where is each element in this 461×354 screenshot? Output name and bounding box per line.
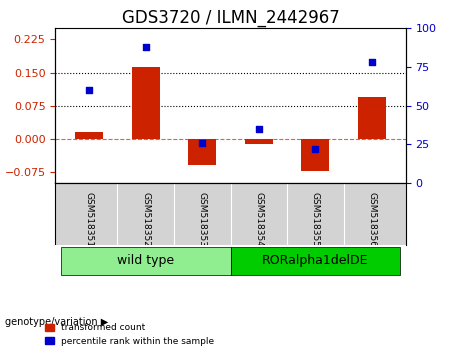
Text: RORalpha1delDE: RORalpha1delDE [262, 254, 368, 267]
Bar [61, 247, 230, 275]
Bar [358, 97, 386, 139]
Bar [245, 139, 273, 144]
Bar [75, 132, 103, 139]
Text: GSM518356: GSM518356 [367, 193, 376, 247]
Text: GSM518353: GSM518353 [198, 193, 207, 247]
Bar [230, 247, 400, 275]
Point [142, 44, 149, 50]
Text: genotype/variation ▶: genotype/variation ▶ [5, 317, 108, 327]
Bar [188, 139, 216, 166]
Text: GSM518351: GSM518351 [85, 193, 94, 247]
Point [312, 146, 319, 152]
Point [368, 59, 375, 65]
Text: GSM518354: GSM518354 [254, 193, 263, 247]
Point [255, 126, 262, 132]
Text: GSM518355: GSM518355 [311, 193, 320, 247]
Bar [131, 67, 160, 139]
Title: GDS3720 / ILMN_2442967: GDS3720 / ILMN_2442967 [122, 9, 339, 27]
Point [86, 87, 93, 93]
Text: GSM518352: GSM518352 [141, 193, 150, 247]
Bar [301, 139, 330, 171]
Text: wild type: wild type [117, 254, 174, 267]
Point [199, 140, 206, 146]
Legend: transformed count, percentile rank within the sample: transformed count, percentile rank withi… [41, 320, 218, 349]
